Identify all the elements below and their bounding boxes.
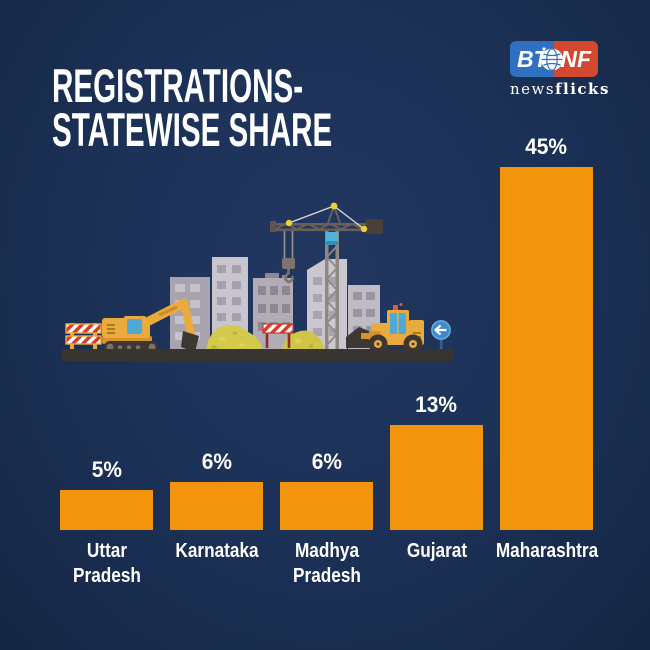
bar-group-karnataka: 6% Karnataka: [170, 449, 263, 562]
bar-category-label: Karnataka: [174, 540, 259, 562]
bar-group-madhya-pradesh: 6% Madhya Pradesh: [280, 449, 373, 587]
sand-piles-icon: [206, 324, 325, 352]
bar: [390, 425, 483, 530]
bar-value-label: 6%: [201, 449, 232, 474]
striped-barrier-small-icon: [262, 323, 294, 348]
ground-strip: [62, 349, 453, 361]
bar-category-label: Maharashtra: [495, 540, 598, 562]
bar-group-maharashtra: 45% Maharashtra: [495, 134, 597, 562]
bar-value-label: 5%: [91, 457, 122, 482]
crane-hook-icon: [282, 231, 295, 284]
wheel-loader-icon: [346, 303, 424, 354]
bar: [280, 482, 373, 530]
bar-group-gujarat: 13% Gujarat: [390, 392, 483, 562]
bar-group-uttar-pradesh: 5% Uttar Pradesh: [60, 457, 153, 587]
btnf-newsflicks-logo: BT NF newsflicks: [510, 41, 608, 98]
globe-icon: [541, 47, 564, 71]
title-line-2: STATEWISE SHARE: [52, 103, 333, 156]
bar-value-label: 13%: [415, 392, 458, 417]
bar-category-label: Uttar Pradesh: [72, 540, 141, 587]
bar: [60, 490, 153, 530]
bar-value-label: 6%: [311, 449, 342, 474]
bar: [500, 167, 593, 530]
bar-category-label: Gujarat: [406, 540, 467, 562]
bar-category-label: Madhya Pradesh: [292, 540, 361, 587]
page-title: REGISTRATIONS- STATEWISE SHARE: [52, 59, 333, 156]
left-arrow-sign-icon: [431, 320, 451, 350]
building-3: [253, 273, 293, 350]
logo-tagline: newsflicks: [510, 80, 608, 98]
tagline-flicks: flicks: [555, 80, 610, 98]
construction-site-illustration: [62, 202, 453, 361]
bar: [170, 482, 263, 530]
btnf-logo-box: BT NF: [510, 41, 598, 77]
tagline-news: news: [510, 80, 556, 98]
bar-value-label: 45%: [525, 134, 568, 159]
sparkle-icon: [542, 47, 546, 51]
title-line-1: REGISTRATIONS-: [52, 59, 304, 112]
tower-crane-icon: [270, 202, 383, 350]
